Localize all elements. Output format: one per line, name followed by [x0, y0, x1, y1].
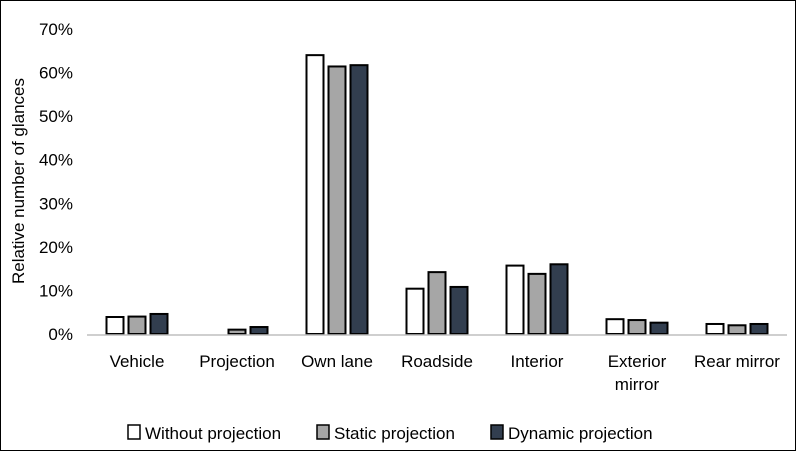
bar-dynamic-projection [549, 263, 569, 335]
legend-swatch [127, 424, 141, 440]
category-label: Rear mirror [694, 352, 780, 371]
category-label: Exterior [608, 352, 667, 371]
category-label: Own lane [301, 352, 373, 371]
bar-dynamic-projection [249, 326, 269, 335]
category-label: Vehicle [110, 352, 165, 371]
y-tick-label: 40% [39, 151, 73, 170]
bar-without-projection [505, 264, 525, 336]
bar-without-projection [105, 316, 125, 335]
category-label: Projection [199, 352, 275, 371]
bar-static-projection [627, 319, 647, 335]
bar-static-projection [327, 65, 347, 335]
y-tick-label: 70% [39, 20, 73, 39]
bar-without-projection [405, 287, 425, 335]
category-label: mirror [615, 375, 660, 394]
bar-static-projection [727, 324, 747, 335]
bar-dynamic-projection [349, 64, 369, 336]
legend: Without projection Static projection Dynam… [127, 424, 653, 443]
y-tick-label: 20% [39, 238, 73, 257]
legend-label: Static projection [334, 424, 455, 443]
bar-dynamic-projection [149, 312, 169, 336]
y-axis-title: Relative number of glances [9, 78, 28, 284]
legend-swatch [316, 424, 330, 440]
y-tick-label: 60% [39, 64, 73, 83]
bars [105, 54, 769, 336]
bar-static-projection [427, 271, 447, 335]
category-label: Roadside [401, 352, 473, 371]
bar-dynamic-projection [749, 322, 769, 336]
legend-label: Without projection [145, 424, 281, 443]
legend-label: Dynamic projection [508, 424, 653, 443]
y-tick-label: 30% [39, 194, 73, 213]
bar-without-projection [605, 318, 625, 335]
y-tick-labels: 0% 10% 20% 30% 40% 50% 60% 70% [39, 20, 73, 344]
bar-static-projection [127, 315, 147, 336]
bar-without-projection [705, 322, 725, 336]
bar-static-projection [227, 328, 247, 335]
y-tick-label: 0% [48, 325, 73, 344]
bar-dynamic-projection [449, 285, 469, 336]
y-tick-label: 10% [39, 281, 73, 300]
bar-dynamic-projection [649, 321, 669, 335]
legend-swatch [490, 424, 504, 440]
category-labels: Vehicle Projection Own lane Roadside Interio… [110, 352, 781, 394]
y-tick-label: 50% [39, 107, 73, 126]
bar-static-projection [527, 272, 547, 335]
category-label: Interior [511, 352, 564, 371]
bar-without-projection [305, 54, 325, 336]
